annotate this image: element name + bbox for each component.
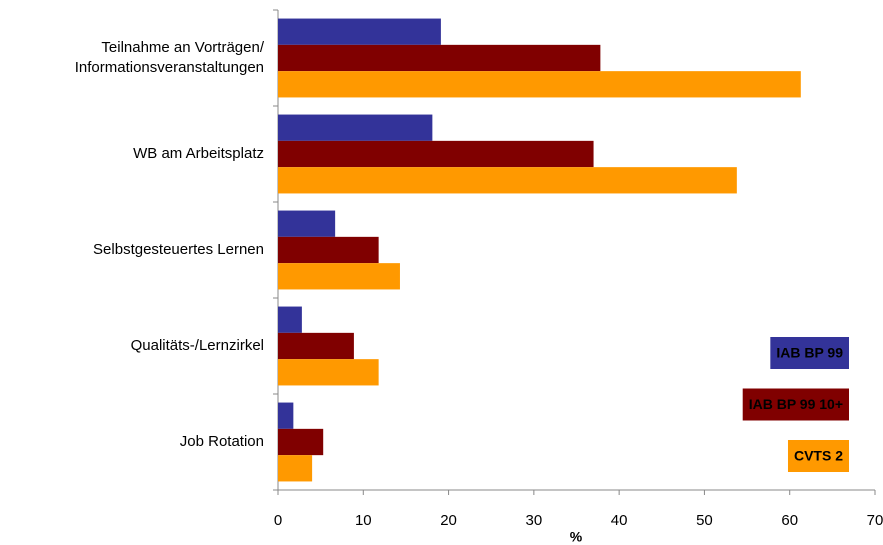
bar	[278, 140, 594, 168]
y-tick-label: Teilnahme an Vorträgen/Informationsveran…	[75, 39, 265, 76]
legend-item: IAB BP 99 10+	[742, 388, 849, 421]
bar	[278, 114, 433, 141]
x-tick-label: 50	[696, 512, 713, 529]
bar	[278, 44, 601, 72]
bar	[278, 71, 801, 98]
x-tick-label: 70	[867, 512, 883, 529]
bar	[278, 210, 336, 237]
legend-item: CVTS 2	[787, 440, 849, 472]
label-line: Informationsveranstaltungen	[75, 59, 264, 76]
x-tick-label: 30	[526, 512, 543, 529]
bar	[278, 455, 313, 482]
y-tick-label: Qualitäts-/Lernzirkel	[131, 337, 264, 354]
legend-box	[787, 440, 849, 472]
x-axis-label: %	[570, 529, 583, 545]
y-tick-label: WB am Arbeitsplatz	[133, 145, 264, 162]
legend-box	[742, 388, 849, 421]
bar	[278, 236, 379, 264]
bar	[278, 167, 737, 194]
x-tick-label: 10	[355, 512, 372, 529]
label-line: Teilnahme an Vorträgen/	[101, 39, 264, 56]
bar	[278, 428, 324, 456]
legend-item: IAB BP 99	[770, 337, 849, 369]
bar	[278, 18, 441, 45]
legend-label: CVTS 2	[794, 448, 843, 464]
legend-box	[770, 337, 849, 369]
bar	[278, 402, 294, 429]
bar	[278, 263, 400, 290]
x-tick-label: 0	[274, 512, 282, 529]
y-tick-label: Job Rotation	[180, 433, 264, 450]
x-tick-label: 20	[440, 512, 457, 529]
bar	[278, 306, 302, 333]
x-tick-label: 60	[781, 512, 798, 529]
bar	[278, 332, 354, 360]
legend-label: IAB BP 99 10+	[749, 396, 843, 412]
x-tick-label: 40	[611, 512, 628, 529]
y-tick-label: Selbstgesteuertes Lernen	[93, 241, 264, 258]
bar	[278, 359, 379, 386]
legend-label: IAB BP 99	[776, 345, 843, 361]
